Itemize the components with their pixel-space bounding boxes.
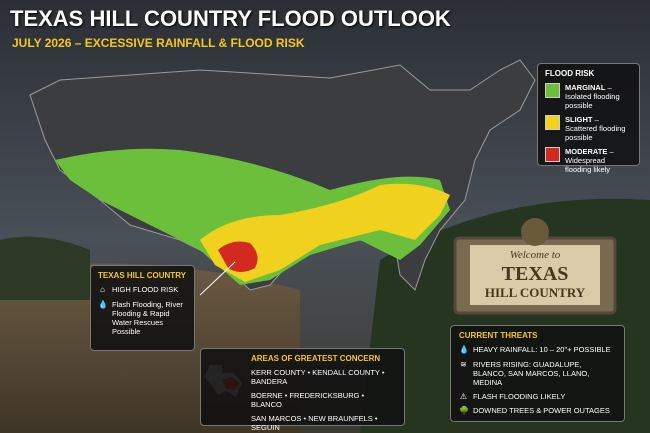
legend-desc: – Isolated flooding possible — [565, 83, 620, 110]
threat-text: FLASH FLOODING LIKELY — [473, 391, 566, 401]
sign-welcome: Welcome to — [510, 249, 561, 261]
legend-item: MODERATE – Widespread flooding likely — [545, 147, 632, 174]
legend-swatch — [545, 115, 560, 130]
legend: FLOOD RISK MARGINAL – Isolated flooding … — [537, 63, 640, 174]
legend-level: MODERATE — [565, 147, 608, 156]
slight-area — [200, 183, 450, 282]
sign-plate — [470, 245, 600, 305]
pointer — [199, 261, 236, 296]
legend-level: SLIGHT — [565, 115, 593, 124]
threat-text: RIVERS RISING: GUADALUPE, BLANCO, SAN MA… — [473, 359, 590, 387]
hill-risk: HIGH FLOOD RISK — [112, 285, 179, 294]
marginal-area — [55, 148, 450, 285]
legend-item: SLIGHT – Scattered flooding possible — [545, 115, 632, 142]
legend-swatch — [545, 83, 560, 98]
legend-title: FLOOD RISK — [545, 69, 595, 78]
legend-text: MODERATE – Widespread flooding likely — [565, 147, 632, 174]
subtitle: JULY 2026 – EXCESSIVE RAINFALL & FLOOD R… — [12, 36, 305, 50]
threat-item: ⚠ FLASH FLOODING LIKELY — [459, 392, 616, 402]
threat-item: 🌳 DOWNED TREES & POWER OUTAGES — [459, 406, 616, 416]
threat-icon: 💧 — [459, 345, 469, 354]
threat-text: HEAVY RAINFALL: 10 – 20"+ POSSIBLE — [473, 345, 611, 354]
legend-desc: – Widespread flooding likely — [565, 147, 614, 174]
areas-title: AREAS OF GREATEST CONCERN — [251, 354, 381, 363]
legend-text: MARGINAL – Isolated flooding possible — [565, 83, 632, 110]
threats-box: CURRENT THREATS 💧 HEAVY RAINFALL: 10 – 20… — [450, 325, 625, 422]
legend-level: MARGINAL — [565, 83, 606, 92]
hill-details: Flash Flooding, River Flooding & Rapid W… — [112, 299, 183, 336]
area-line: BOERNE • FREDERICKSBURG • BLANCO — [251, 391, 365, 409]
threat-text: DOWNED TREES & POWER OUTAGES — [473, 406, 610, 416]
threats-title: CURRENT THREATS — [459, 331, 538, 340]
threat-icon: ≋ — [460, 359, 467, 369]
legend-desc: – Scattered flooding possible — [565, 115, 626, 142]
title: TEXAS HILL COUNTRY FLOOD OUTLOOK — [10, 6, 451, 31]
moderate-area — [218, 241, 258, 272]
threat-icon: ⚠ — [459, 391, 468, 401]
threat-icon: 🌳 — [459, 406, 469, 416]
area-line: KERR COUNTY • KENDALL COUNTY • BANDERA — [251, 368, 385, 386]
sign-hill-country: HILL COUNTRY — [485, 285, 586, 300]
threat-item: 💧 HEAVY RAINFALL: 10 – 20"+ POSSIBLE — [459, 345, 616, 355]
legend-item: MARGINAL – Isolated flooding possible — [545, 83, 632, 110]
areas-box: AREAS OF GREATEST CONCERN KERR COUNTY • … — [200, 348, 405, 432]
threat-item: ≋ RIVERS RISING: GUADALUPE, BLANCO, SAN M… — [459, 360, 616, 387]
hill-title: TEXAS HILL COUNTRY — [98, 271, 187, 280]
legend-text: SLIGHT – Scattered flooding possible — [565, 115, 632, 142]
legend-swatch — [545, 147, 560, 162]
area-line: SAN MARCOS • NEW BRAUNFELS • SEGUIN — [251, 414, 378, 432]
hill-country-box: TEXAS HILL COUNTRY ⌂ HIGH FLOOD RISK 💧 Fla… — [90, 265, 195, 351]
sign-star — [521, 218, 549, 246]
sign-texas: TEXAS — [502, 263, 569, 285]
